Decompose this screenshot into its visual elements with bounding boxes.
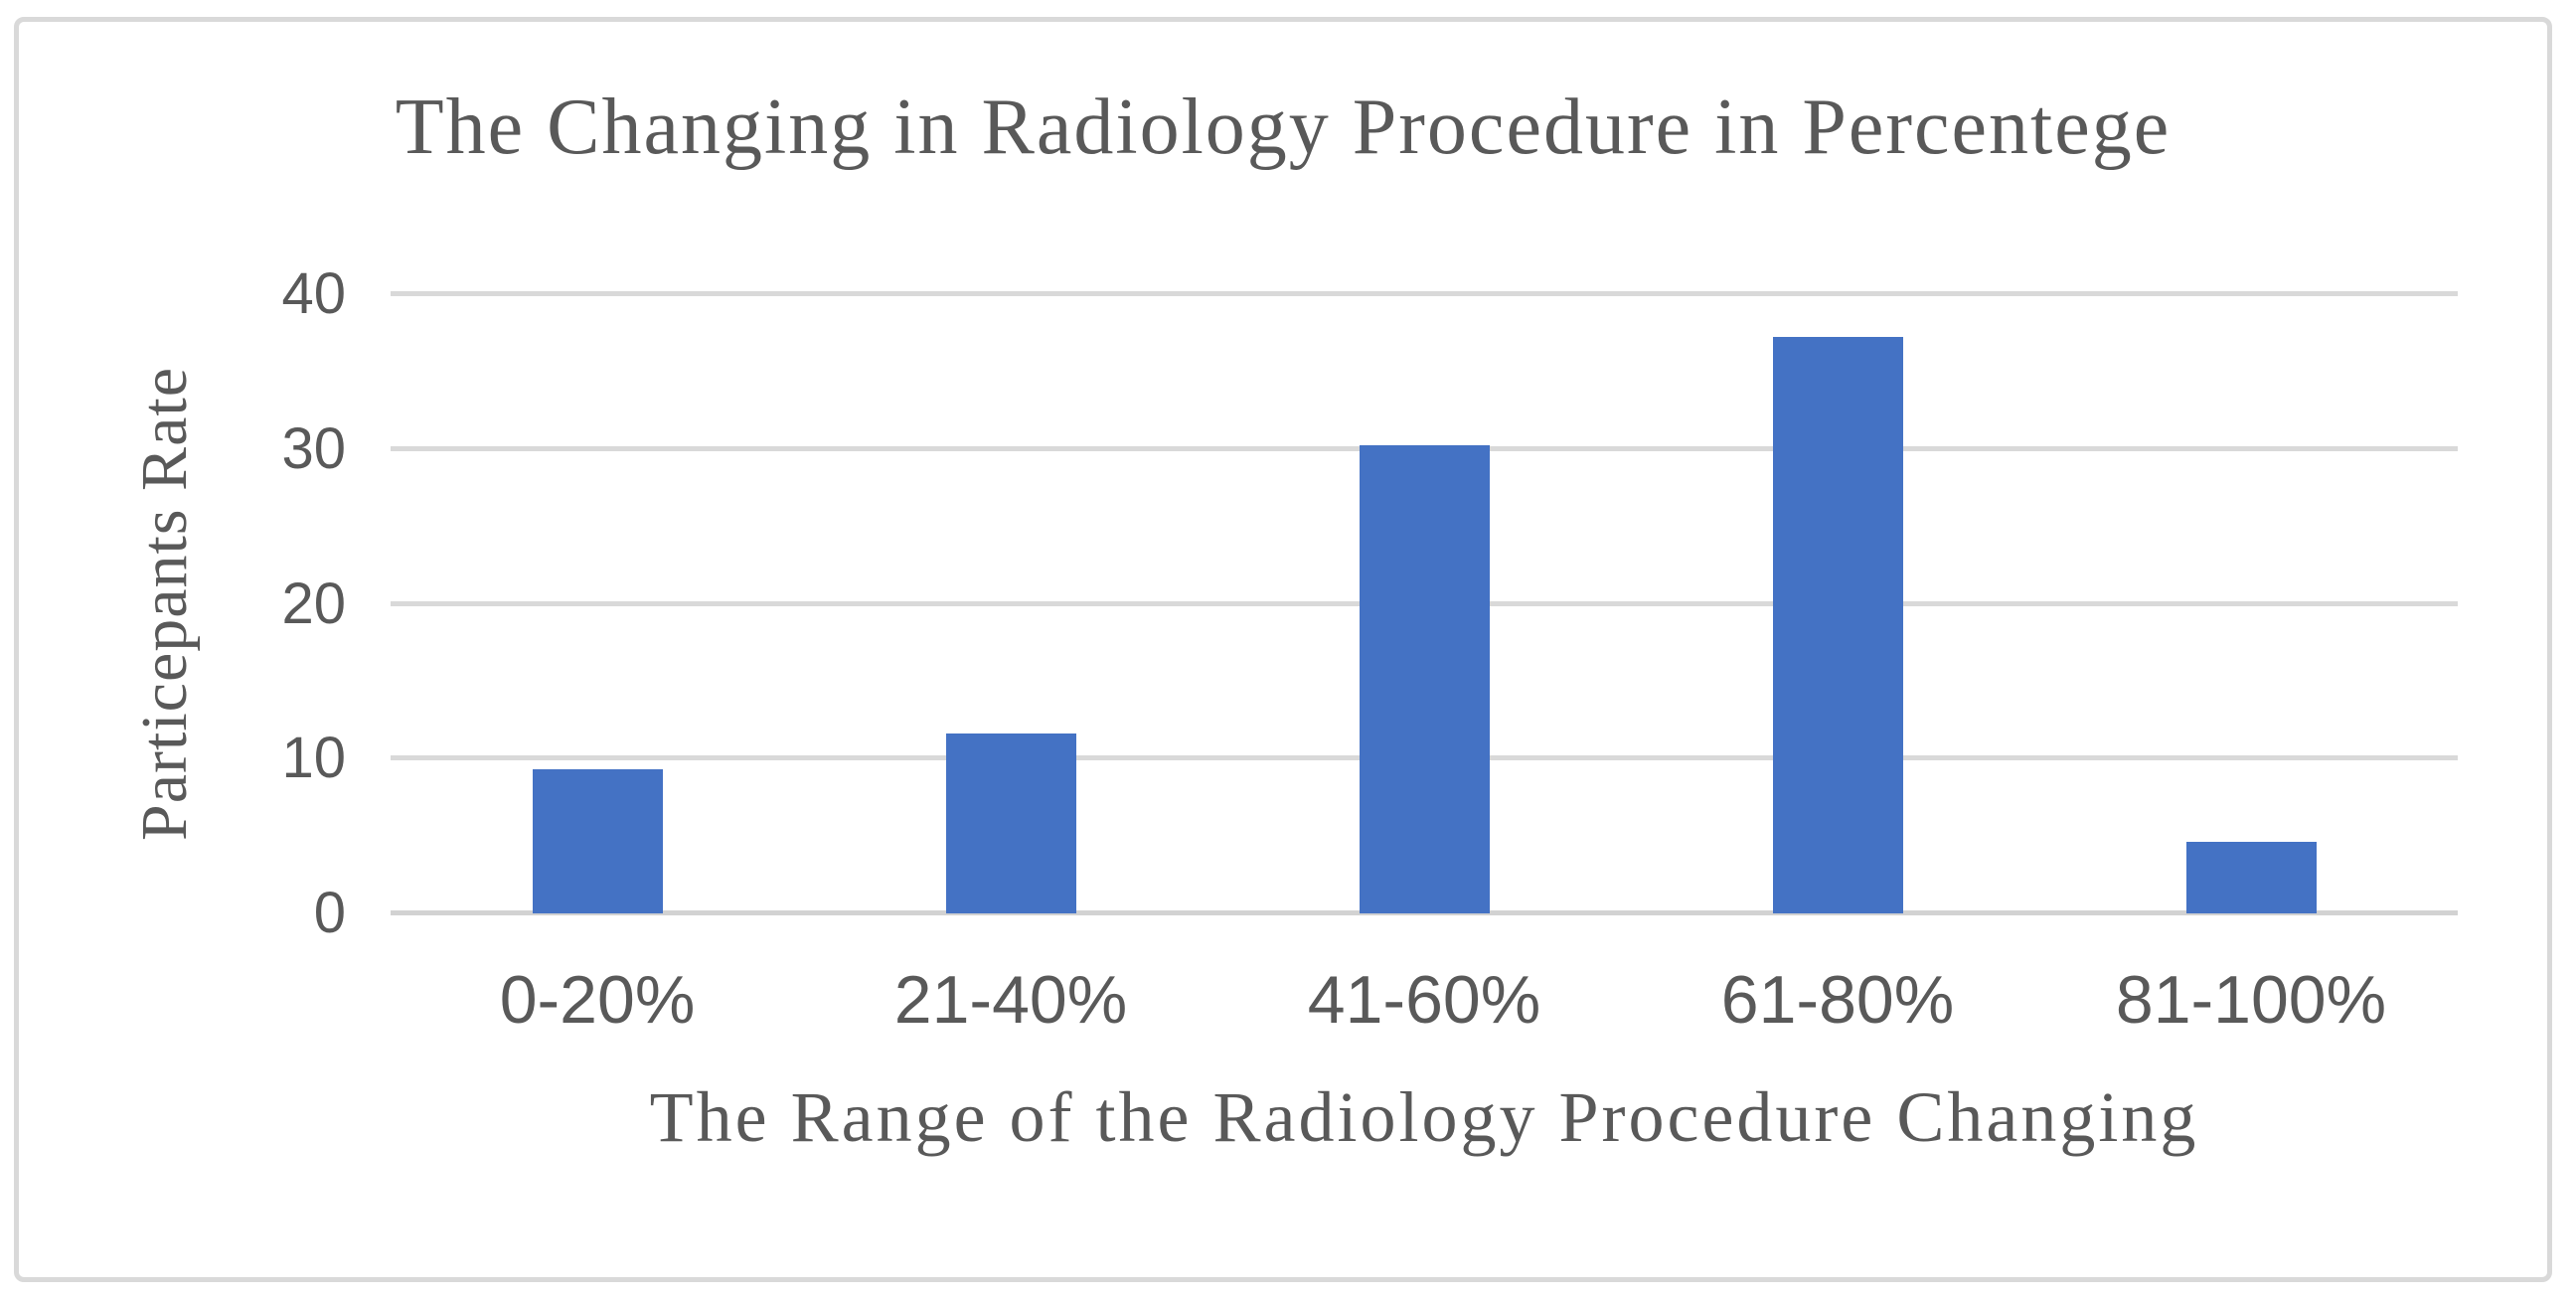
bar-slot-41-60% — [1217, 294, 1631, 913]
chart-frame — [14, 17, 2552, 1282]
y-tick-label-30: 30 — [281, 415, 346, 481]
bar-slot-81-100% — [2044, 294, 2458, 913]
bar-61-80% — [1772, 337, 1903, 913]
gridline-y-40 — [391, 291, 2458, 296]
x-category-label-61-80%: 61-80% — [1720, 962, 1955, 1038]
x-axis-title: The Range of the Radiology Procedure Cha… — [649, 1077, 2199, 1157]
y-tick-label-0: 0 — [313, 881, 346, 945]
bar-series — [391, 294, 2458, 913]
x-category-label-21-40%: 21-40% — [893, 962, 1128, 1038]
bar-slot-0-20% — [391, 294, 804, 913]
y-axis-tick-labels: 0 10 20 30 40 — [139, 265, 346, 942]
bar-slot-61-80% — [1631, 294, 2044, 913]
bar-81-100% — [2185, 841, 2317, 913]
y-tick-label-10: 10 — [281, 726, 346, 791]
x-category-label-81-100%: 81-100% — [2115, 962, 2387, 1038]
y-tick-label-40: 40 — [281, 261, 346, 326]
x-axis-category-labels: 0-20% 21-40% 41-60% 61-80% 81-100% — [391, 966, 2458, 1034]
x-category-label-41-60%: 41-60% — [1307, 962, 1541, 1038]
bar-41-60% — [1359, 445, 1490, 913]
bar-0-20% — [532, 769, 663, 913]
y-tick-label-20: 20 — [281, 570, 346, 636]
chart-title: The Changing in Radiology Procedure in P… — [395, 83, 2172, 171]
bar-21-40% — [945, 733, 1076, 913]
bar-slot-21-40% — [804, 294, 1217, 913]
plot-area — [391, 291, 2458, 915]
x-category-label-0-20%: 0-20% — [499, 962, 696, 1038]
